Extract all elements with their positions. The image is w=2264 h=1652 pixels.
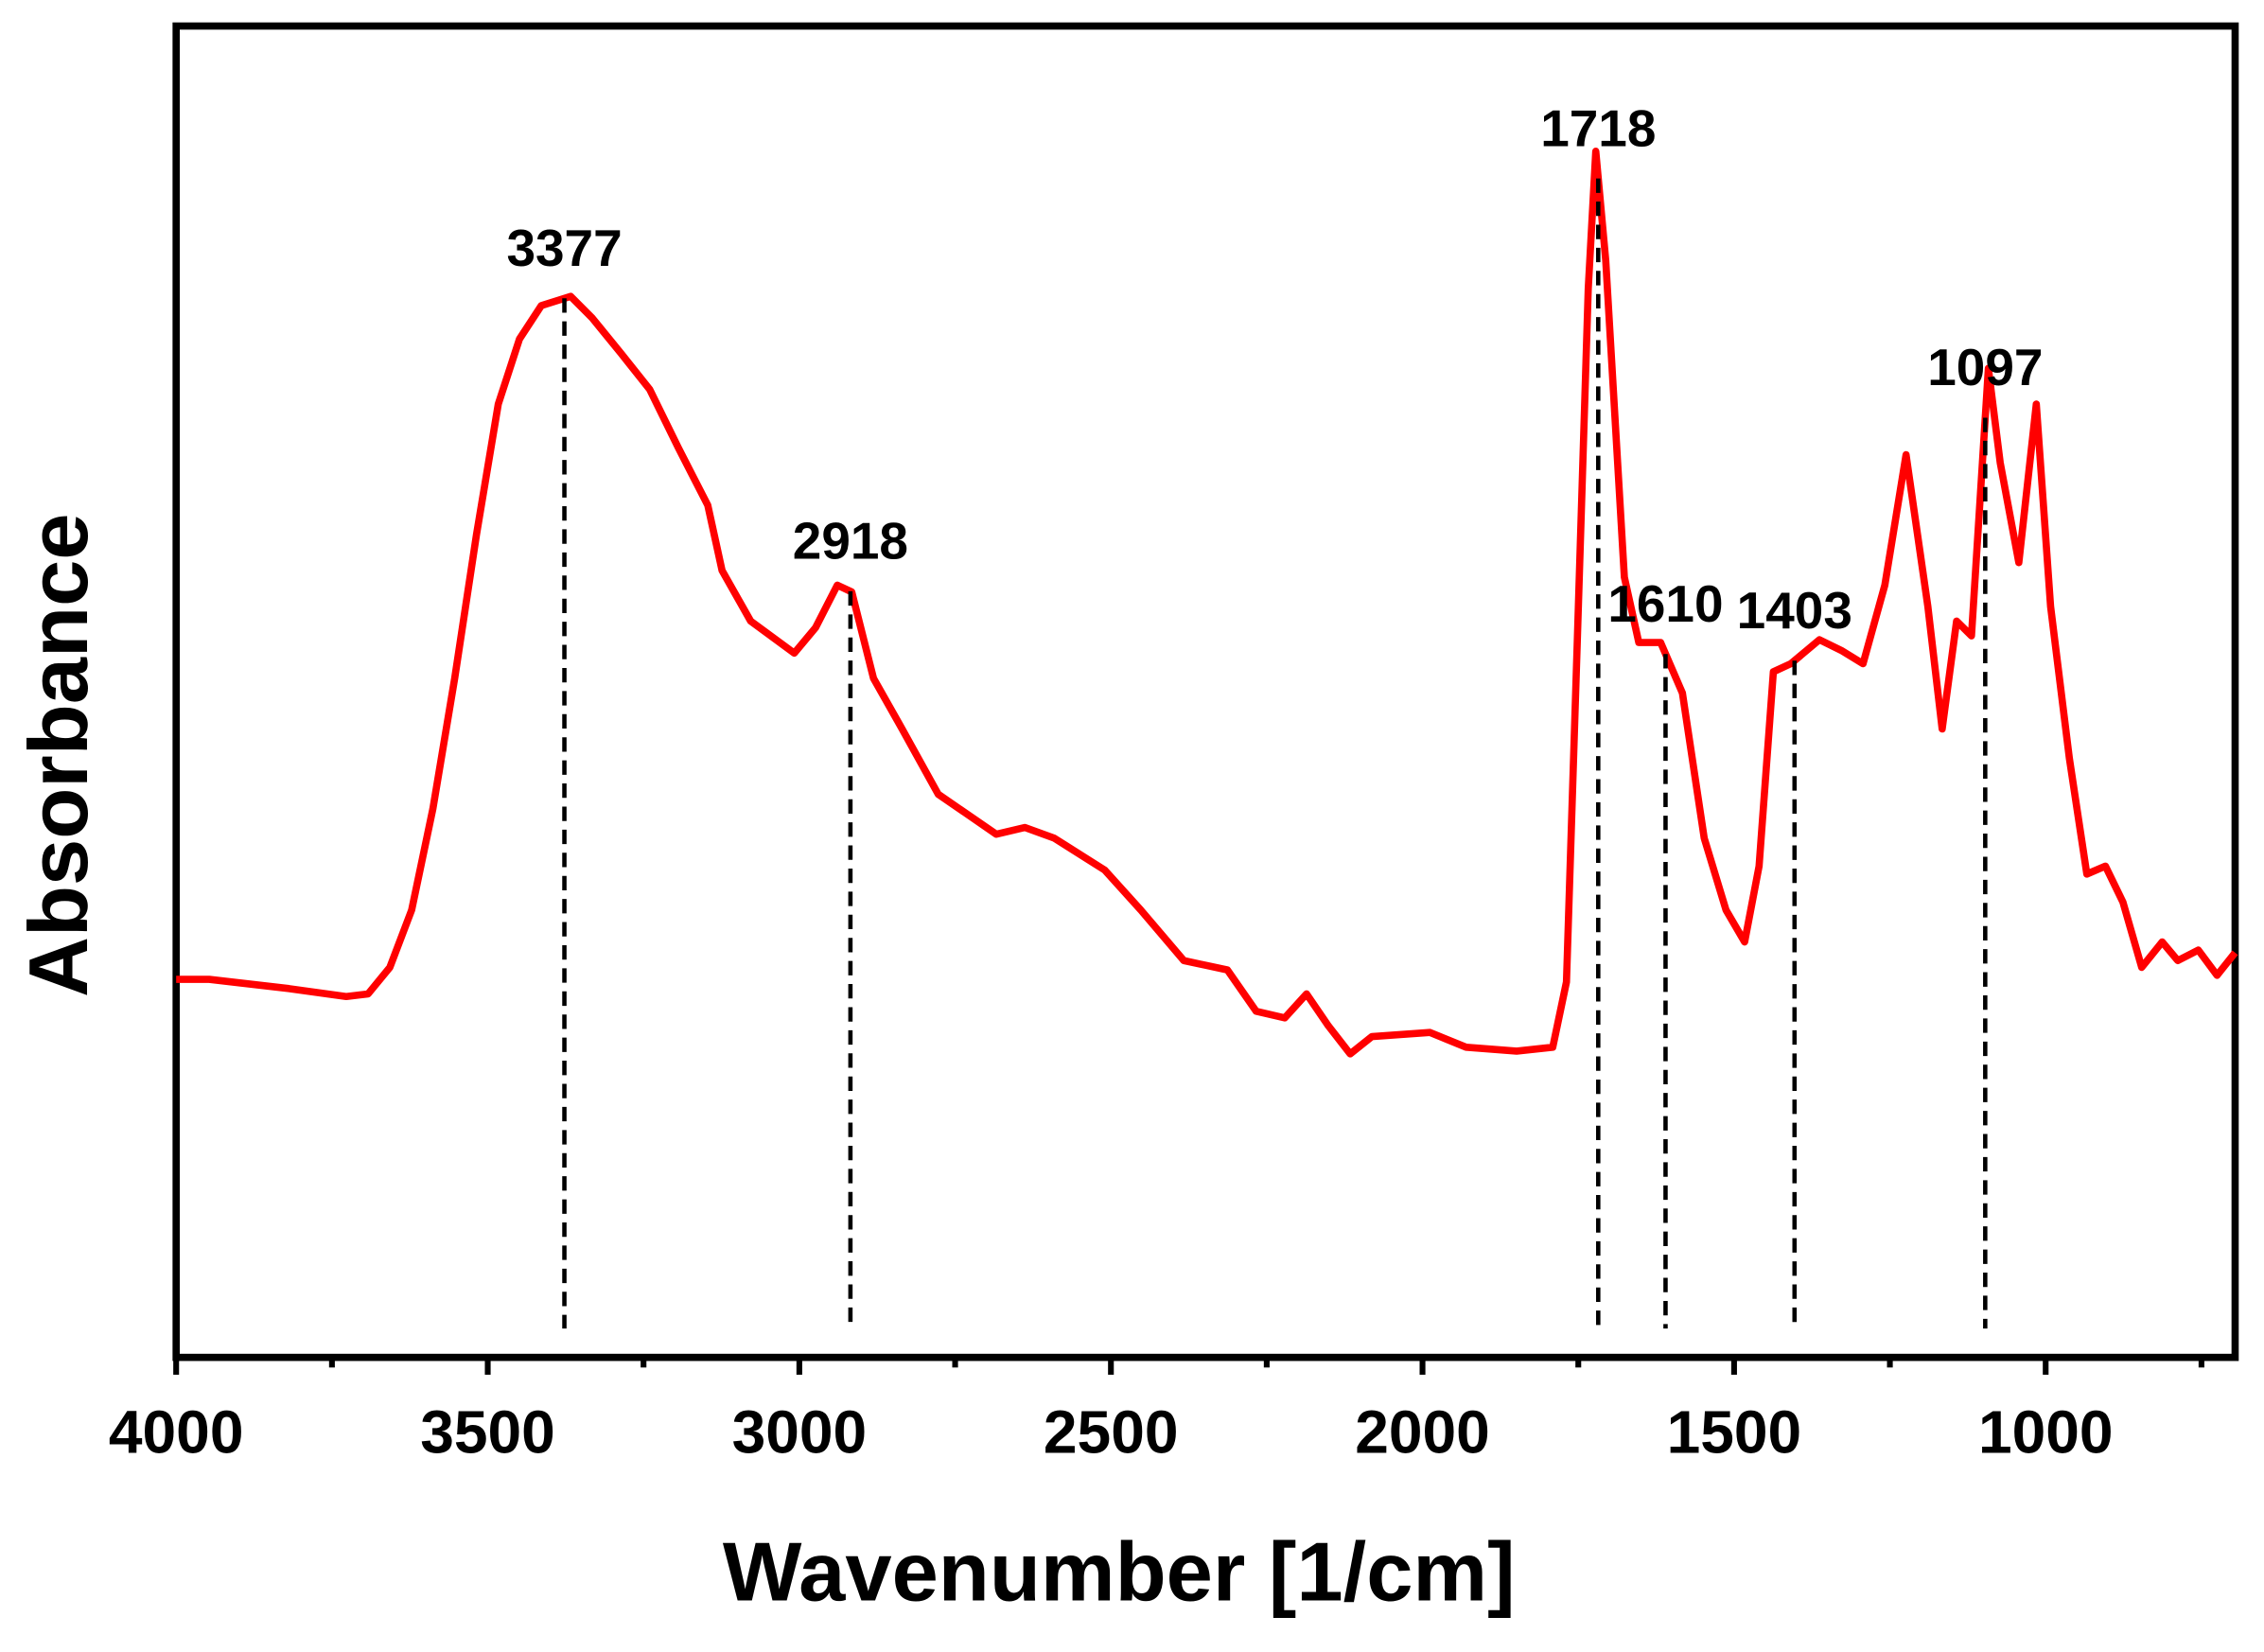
peak-label: 1097: [1927, 338, 2043, 396]
peak-label: 1718: [1540, 98, 1656, 157]
x-tick-label: 3000: [732, 1397, 868, 1466]
y-axis-label: Absorbance: [11, 513, 105, 996]
peak-label: 1403: [1737, 581, 1852, 640]
x-tick-label: 4000: [109, 1397, 244, 1466]
x-tick-label: 1500: [1667, 1397, 1802, 1466]
peak-label: 3377: [506, 219, 622, 277]
spectrum-line: [176, 148, 2238, 1058]
plot-frame: [172, 22, 2239, 1362]
x-tick-label: 2500: [1044, 1397, 1179, 1466]
peak-label: 1610: [1607, 574, 1723, 633]
x-tick-label: 2000: [1355, 1397, 1490, 1466]
peak-label: 2918: [793, 512, 908, 571]
x-tick-label: 1000: [1978, 1397, 2114, 1466]
x-tick-label: 3500: [420, 1397, 555, 1466]
x-axis-label: Wavenumber [1/cm]: [723, 1524, 1516, 1618]
